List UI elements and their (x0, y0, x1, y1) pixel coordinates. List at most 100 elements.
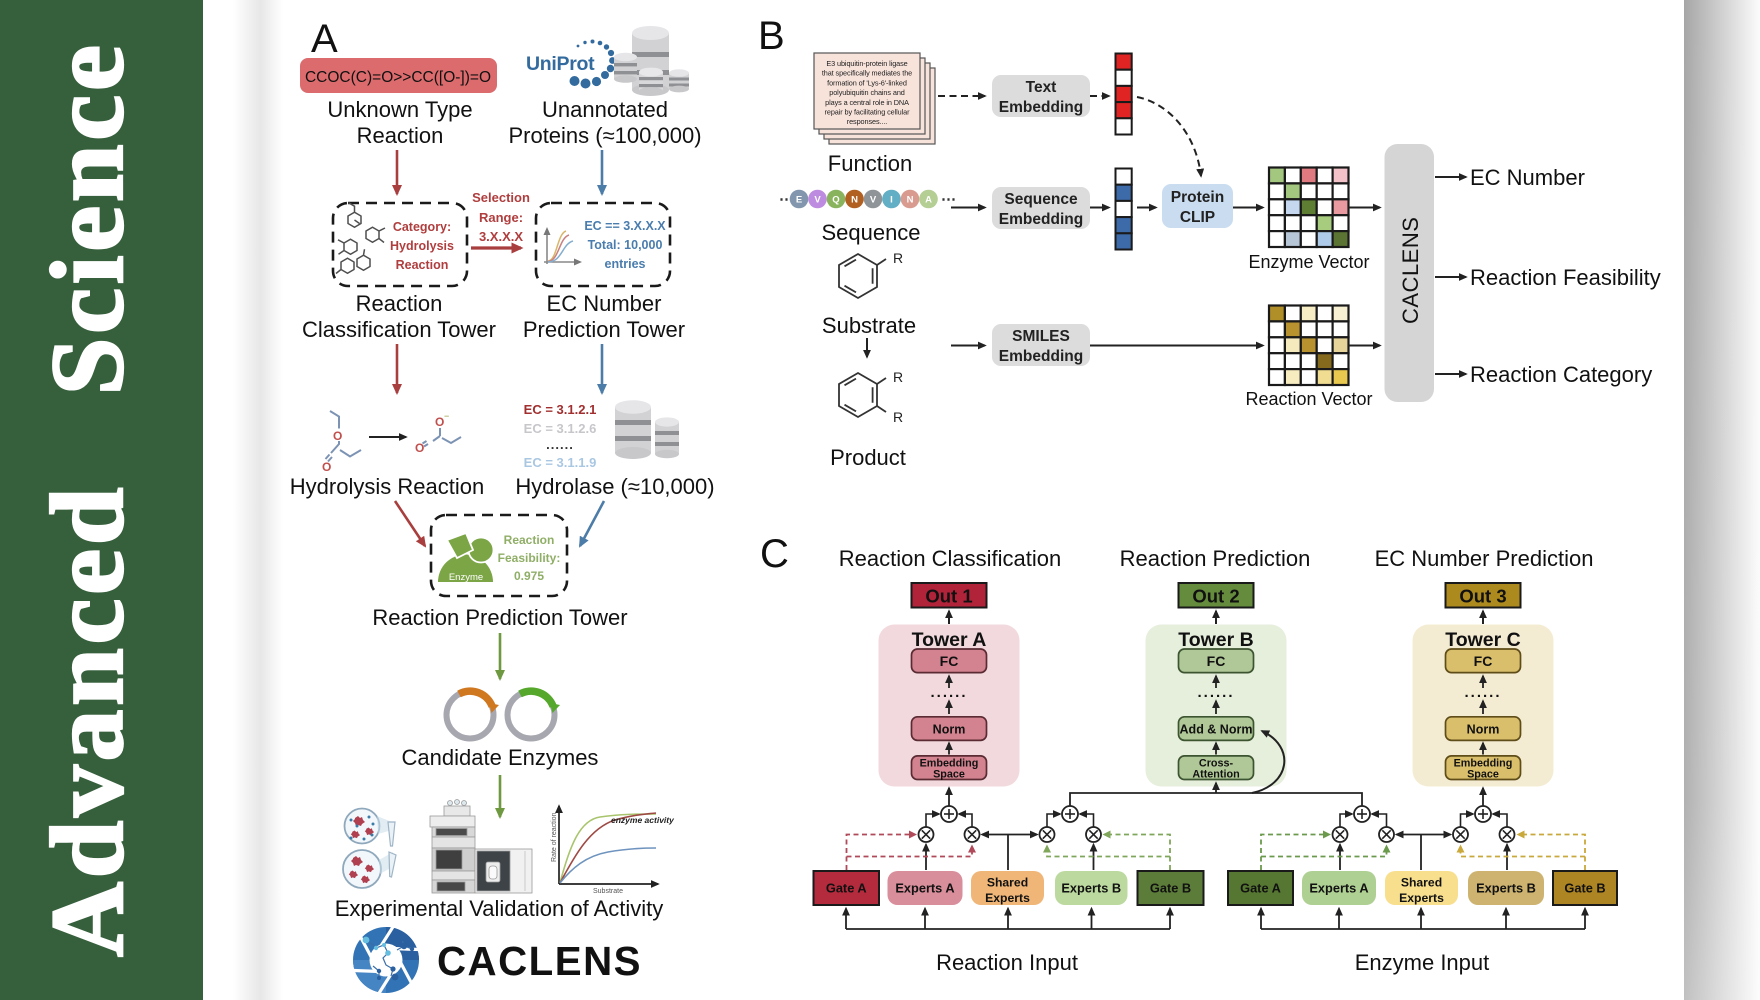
svg-text:FC: FC (1474, 653, 1493, 669)
svg-text:V: V (814, 194, 821, 205)
svg-text:CLIP: CLIP (1180, 209, 1215, 226)
svg-text:Q: Q (832, 194, 839, 205)
svg-text:Total: 10,000: Total: 10,000 (588, 238, 663, 252)
svg-text:Out 3: Out 3 (1459, 586, 1506, 607)
svg-text:Norm: Norm (933, 723, 966, 737)
svg-text:plays a central role in DNA: plays a central role in DNA (825, 98, 909, 107)
svg-text:......: ...... (930, 684, 967, 701)
svg-text:Gate B: Gate B (1150, 881, 1191, 896)
svg-text:Tower A: Tower A (912, 629, 987, 651)
svg-text:Reaction: Reaction (357, 123, 444, 148)
svg-text:Norm: Norm (1467, 723, 1500, 737)
svg-text:......: ...... (1197, 684, 1234, 701)
svg-text:SMILES: SMILES (1012, 328, 1070, 345)
svg-text:Sequence: Sequence (821, 220, 920, 245)
svg-text:Embedding: Embedding (999, 99, 1083, 116)
svg-text:V: V (870, 194, 877, 205)
svg-text:R: R (893, 250, 903, 266)
svg-text:Experts B: Experts B (1061, 881, 1121, 896)
svg-text:I: I (890, 194, 893, 205)
svg-text:Experts A: Experts A (895, 881, 954, 896)
svg-text:Proteins (≈100,000): Proteins (≈100,000) (508, 123, 701, 148)
svg-text:EC Number Prediction: EC Number Prediction (1375, 546, 1594, 571)
svg-text:Reaction Prediction: Reaction Prediction (1120, 546, 1311, 571)
svg-text:CACLENS: CACLENS (437, 938, 642, 984)
svg-text:......: ...... (1464, 684, 1501, 701)
svg-text:Experts: Experts (1399, 891, 1444, 905)
svg-text:C: C (760, 532, 789, 576)
svg-text:Classification Tower: Classification Tower (302, 317, 496, 342)
svg-text:Range:: Range: (479, 210, 523, 225)
svg-text:Reaction: Reaction (504, 533, 555, 547)
svg-text:A: A (925, 194, 932, 205)
svg-text:Selection: Selection (472, 190, 530, 205)
svg-text:Category:: Category: (393, 220, 451, 234)
svg-text:Prediction Tower: Prediction Tower (523, 317, 685, 342)
svg-text:FC: FC (1207, 653, 1226, 669)
svg-text:UniProt: UniProt (526, 53, 595, 75)
svg-text:Cross-: Cross- (1199, 758, 1234, 770)
svg-text:R: R (893, 369, 903, 385)
svg-text:EC == 3.X.X.X: EC == 3.X.X.X (584, 219, 666, 233)
svg-text:Out 1: Out 1 (925, 586, 972, 607)
svg-text:⋯: ⋯ (779, 191, 794, 208)
svg-text:Unknown Type: Unknown Type (327, 97, 472, 122)
svg-text:Experts: Experts (985, 891, 1030, 905)
svg-text:Reaction Input: Reaction Input (936, 950, 1078, 975)
svg-text:Hydrolysis: Hydrolysis (390, 239, 454, 253)
svg-text:Reaction Vector: Reaction Vector (1245, 389, 1372, 409)
svg-text:CCOC(C)=O>>CC([O-])=O: CCOC(C)=O>>CC([O-])=O (305, 69, 491, 86)
svg-text:E3 ubiquitin-protein ligase: E3 ubiquitin-protein ligase (826, 59, 907, 68)
svg-text:A: A (311, 17, 338, 61)
svg-text:Gate A: Gate A (1240, 881, 1281, 896)
svg-text:R: R (893, 409, 903, 425)
svg-text:Tower C: Tower C (1445, 629, 1520, 651)
svg-text:EC = 3.1.2.6: EC = 3.1.2.6 (524, 421, 597, 436)
svg-text:polyubiquitin chains and: polyubiquitin chains and (829, 88, 905, 97)
svg-text:Rate of reaction: Rate of reaction (551, 812, 558, 862)
svg-text:entries: entries (605, 257, 646, 271)
svg-text:Reaction Feasibility: Reaction Feasibility (1470, 265, 1661, 290)
svg-text:O: O (333, 429, 342, 443)
svg-text:−: − (444, 411, 449, 421)
svg-text:EC = 3.1.2.1: EC = 3.1.2.1 (524, 402, 597, 417)
svg-text:Reaction Category: Reaction Category (1470, 362, 1652, 387)
svg-text:Enzyme Vector: Enzyme Vector (1248, 252, 1369, 272)
svg-text:Shared: Shared (987, 876, 1028, 890)
svg-text:Attention: Attention (1192, 769, 1239, 781)
svg-text:Experts B: Experts B (1476, 881, 1536, 896)
svg-text:Embedding: Embedding (999, 211, 1083, 228)
svg-text:Enzyme Input: Enzyme Input (1355, 950, 1490, 975)
svg-text:Feasibility:: Feasibility: (498, 551, 561, 565)
svg-text:......: ...... (546, 437, 574, 452)
svg-text:Add & Norm: Add & Norm (1180, 723, 1253, 737)
svg-text:E: E (796, 194, 802, 205)
svg-text:Enzyme: Enzyme (449, 572, 483, 583)
svg-text:Advanced Science: Advanced Science (30, 45, 145, 957)
svg-text:O: O (435, 415, 444, 429)
svg-text:Space: Space (933, 769, 965, 781)
svg-text:Space: Space (1467, 769, 1499, 781)
svg-text:3.X.X.X: 3.X.X.X (479, 229, 523, 244)
svg-text:EC Number: EC Number (547, 291, 662, 316)
svg-text:Gate A: Gate A (826, 881, 867, 896)
svg-text:CACLENS: CACLENS (1398, 217, 1423, 324)
svg-text:Embedding: Embedding (999, 348, 1083, 365)
svg-text:N: N (907, 194, 914, 205)
svg-text:Candidate Enzymes: Candidate Enzymes (402, 745, 599, 770)
svg-text:Gate B: Gate B (1564, 881, 1605, 896)
svg-text:Shared: Shared (1401, 876, 1442, 890)
svg-text:Reaction Prediction Tower: Reaction Prediction Tower (372, 605, 627, 630)
svg-text:Embedding: Embedding (920, 758, 979, 770)
svg-text:EC Number: EC Number (1470, 165, 1585, 190)
svg-text:Experts A: Experts A (1309, 881, 1368, 896)
svg-text:formation of 'Lys-6'-linked: formation of 'Lys-6'-linked (827, 78, 907, 87)
svg-text:Substrate: Substrate (593, 888, 623, 895)
svg-text:FC: FC (940, 653, 959, 669)
svg-text:Reaction Classification: Reaction Classification (839, 546, 1062, 571)
svg-text:O: O (322, 460, 331, 474)
svg-text:that specifically mediates the: that specifically mediates the (822, 69, 912, 78)
svg-text:repair by facilitating cellula: repair by facilitating cellular (825, 108, 911, 117)
svg-text:Substrate: Substrate (822, 313, 916, 338)
svg-text:0.975: 0.975 (514, 569, 544, 583)
